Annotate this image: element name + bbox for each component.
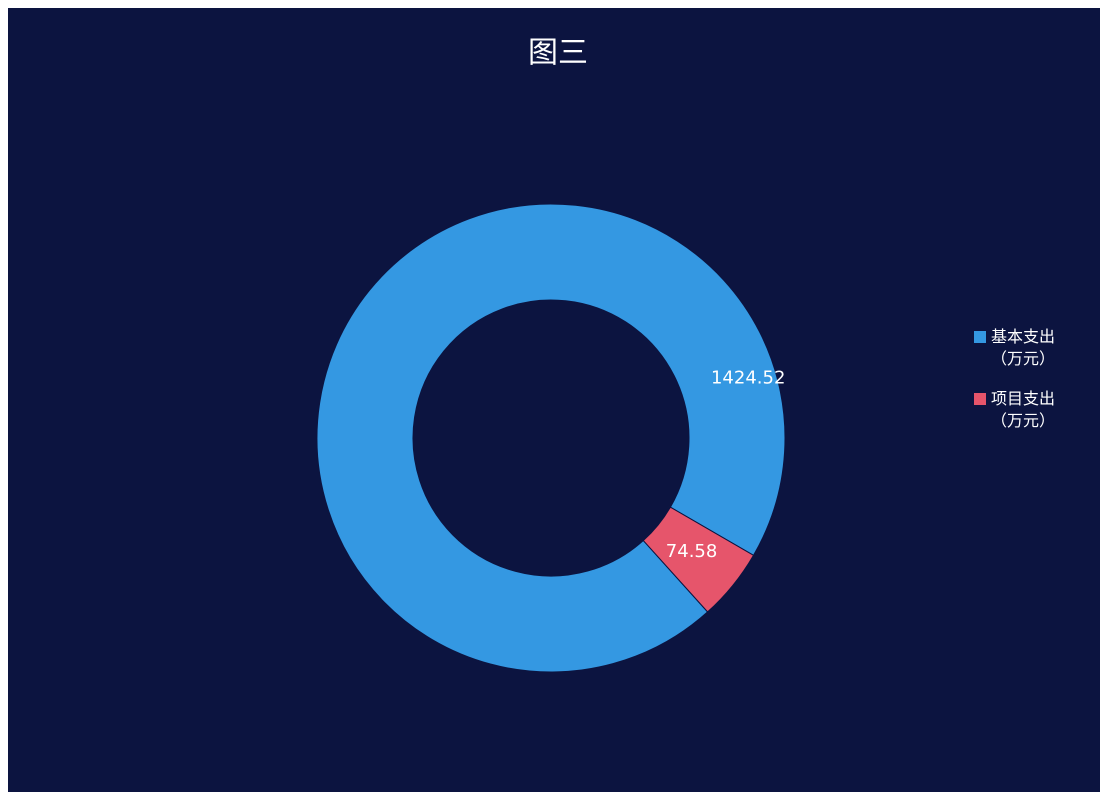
chart-title: 图三 <box>528 36 588 71</box>
data-label: 1424.52 <box>711 367 785 388</box>
legend-label: 基本支出（万元） <box>991 327 1056 368</box>
legend-swatch <box>974 393 986 405</box>
chart: 图三 1424.52 74.58 <box>316 36 786 673</box>
legend-swatch <box>974 331 986 343</box>
pie-slice <box>316 203 786 673</box>
legend-label: 项目支出（万元） <box>991 389 1056 430</box>
data-label: 74.58 <box>666 541 718 562</box>
pie-slice <box>642 506 755 613</box>
chart-panel: 图三 1424.52 74.58 基本支出（万元） 项目支出（万元） <box>8 8 1100 792</box>
